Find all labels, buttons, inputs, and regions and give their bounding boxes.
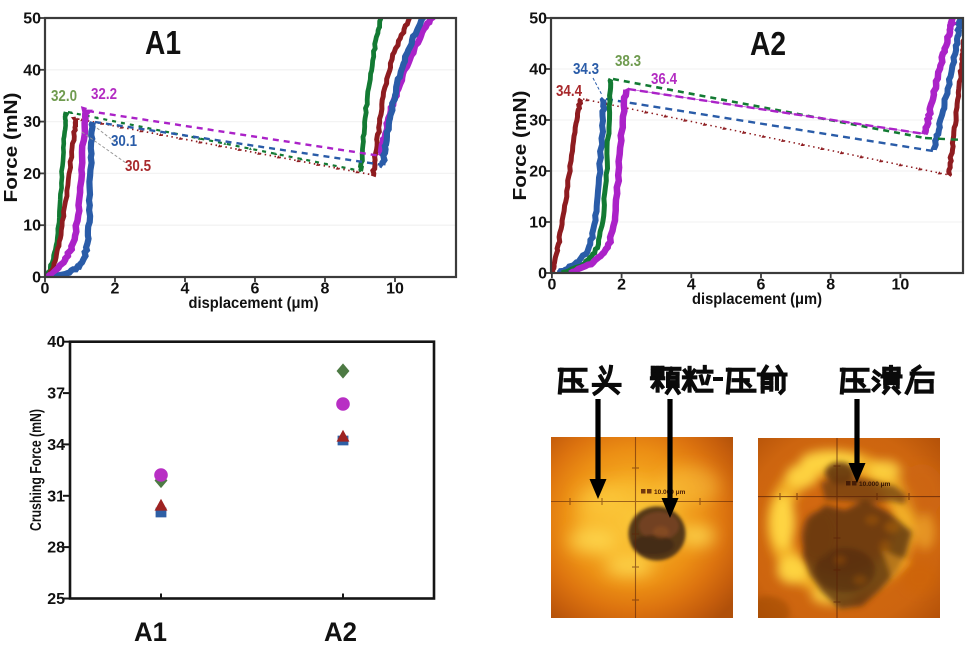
svg-text:28: 28	[47, 540, 65, 557]
svg-text:30.1: 30.1	[111, 133, 137, 150]
svg-text:A1: A1	[145, 24, 181, 61]
svg-text:32.0: 32.0	[51, 88, 77, 105]
svg-text:50: 50	[529, 11, 547, 28]
svg-text:displacement (μm): displacement (μm)	[189, 295, 319, 312]
svg-text:4: 4	[687, 277, 696, 294]
svg-text:A1: A1	[134, 617, 167, 647]
svg-text:Force (mN): Force (mN)	[510, 91, 530, 201]
svg-text:20: 20	[23, 166, 41, 183]
svg-text:8: 8	[826, 277, 835, 294]
svg-text:8: 8	[321, 281, 330, 298]
svg-text:2: 2	[617, 277, 626, 294]
svg-text:30: 30	[23, 114, 41, 131]
svg-text:10: 10	[892, 277, 910, 294]
svg-text:10: 10	[529, 215, 547, 232]
svg-text:Force (mN): Force (mN)	[1, 93, 21, 203]
svg-text:A2: A2	[324, 617, 357, 647]
svg-text:Crushing Force (mN): Crushing Force (mN)	[28, 409, 45, 531]
svg-text:10: 10	[23, 218, 41, 235]
svg-text:20: 20	[529, 164, 547, 181]
svg-text:6: 6	[251, 281, 260, 298]
svg-text:34.3: 34.3	[573, 61, 599, 78]
svg-text:38.3: 38.3	[615, 53, 641, 70]
svg-text:36.4: 36.4	[651, 71, 677, 88]
svg-text:4: 4	[181, 281, 190, 298]
svg-text:34: 34	[47, 437, 65, 454]
svg-text:50: 50	[23, 11, 41, 28]
svg-text:0: 0	[41, 281, 50, 298]
svg-text:2: 2	[111, 281, 120, 298]
svg-text:40: 40	[529, 62, 547, 79]
svg-text:25: 25	[47, 591, 65, 608]
svg-text:40: 40	[47, 334, 65, 351]
svg-text:10: 10	[386, 281, 404, 298]
svg-text:37: 37	[47, 386, 65, 403]
svg-text:30: 30	[529, 113, 547, 130]
svg-text:6: 6	[757, 277, 766, 294]
svg-text:displacement (μm): displacement (μm)	[692, 291, 822, 308]
svg-text:0: 0	[547, 277, 556, 294]
svg-text:31: 31	[47, 488, 65, 505]
svg-text:A2: A2	[750, 25, 786, 62]
svg-text:0: 0	[538, 266, 547, 283]
svg-text:10.000 μm: 10.000 μm	[859, 481, 891, 488]
svg-text:40: 40	[23, 62, 41, 79]
svg-text:32.2: 32.2	[91, 86, 117, 103]
svg-text:30.5: 30.5	[125, 158, 151, 175]
svg-text:0: 0	[32, 270, 41, 287]
svg-text:34.4: 34.4	[556, 83, 582, 100]
